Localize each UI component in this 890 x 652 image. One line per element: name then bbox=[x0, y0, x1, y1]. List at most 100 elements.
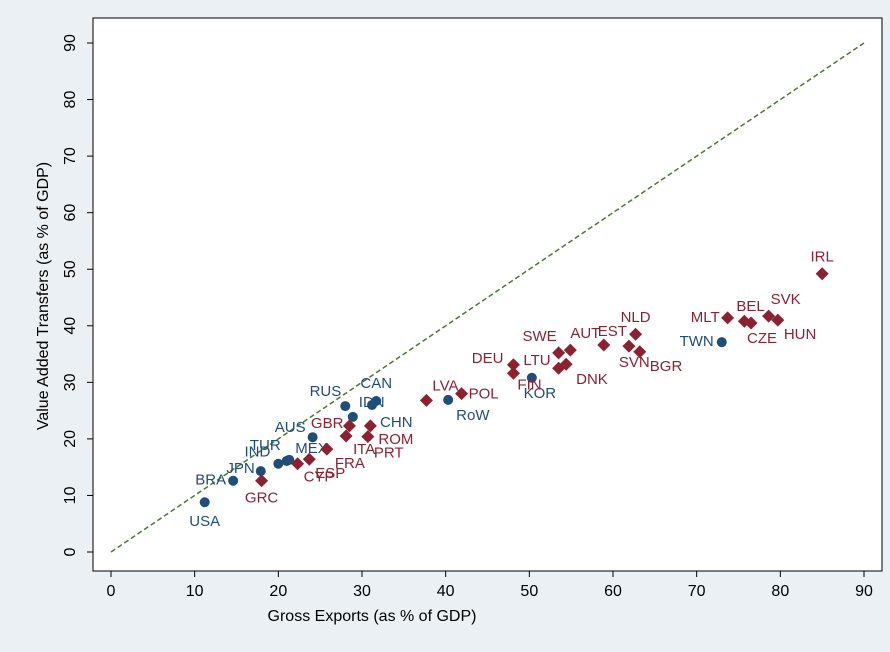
y-tick-label: 70 bbox=[62, 147, 79, 165]
point-label: AUS bbox=[275, 419, 306, 436]
point-label: CAN bbox=[360, 375, 392, 392]
point bbox=[744, 316, 758, 330]
point-label: LVA bbox=[432, 377, 458, 394]
point-label: RoW bbox=[456, 407, 490, 424]
point bbox=[228, 475, 239, 486]
x-tick-label: 50 bbox=[520, 583, 538, 600]
point bbox=[255, 466, 266, 477]
point-label: MLT bbox=[691, 309, 720, 326]
point-label: PRT bbox=[374, 445, 404, 462]
point bbox=[552, 346, 566, 360]
point bbox=[633, 345, 647, 359]
point bbox=[815, 267, 829, 281]
point-label: CHN bbox=[380, 414, 413, 431]
point-label: NLD bbox=[621, 309, 651, 326]
y-tick-label: 50 bbox=[62, 260, 79, 278]
point bbox=[371, 395, 382, 406]
x-tick-label: 70 bbox=[688, 583, 706, 600]
plot-area bbox=[92, 17, 883, 572]
point-label: HUN bbox=[784, 326, 817, 343]
x-tick-label: 10 bbox=[186, 583, 204, 600]
point-label: CZE bbox=[747, 330, 777, 347]
point-label: BGR bbox=[650, 358, 683, 375]
point bbox=[361, 430, 375, 444]
point-label: USA bbox=[189, 513, 220, 530]
point bbox=[320, 442, 334, 456]
point-label: POL bbox=[469, 386, 499, 403]
point bbox=[340, 401, 351, 412]
x-tick-label: 90 bbox=[855, 583, 873, 600]
point bbox=[563, 343, 577, 357]
y-tick-label: 20 bbox=[62, 430, 79, 448]
point-label: TUR bbox=[250, 437, 281, 454]
point-label: IND bbox=[244, 444, 270, 461]
point-label: CYP bbox=[304, 469, 335, 486]
point-label: IRL bbox=[810, 249, 833, 266]
point bbox=[455, 387, 469, 401]
point-label: LTU bbox=[523, 352, 550, 369]
y-tick-label: 0 bbox=[62, 547, 79, 556]
point-label: TWN bbox=[680, 333, 714, 350]
point bbox=[347, 411, 358, 422]
point-label: SVN bbox=[619, 354, 650, 371]
point bbox=[273, 458, 284, 469]
point bbox=[597, 338, 611, 352]
point-label: KOR bbox=[524, 385, 557, 402]
point-label: JPN bbox=[226, 460, 254, 477]
point-label: ROM bbox=[378, 431, 413, 448]
point-label: GRC bbox=[245, 490, 279, 507]
point-label: AUT bbox=[570, 325, 600, 342]
point-label: BEL bbox=[736, 298, 764, 315]
point bbox=[284, 454, 295, 465]
y-tick-label: 10 bbox=[62, 486, 79, 504]
y-tick-label: 40 bbox=[62, 317, 79, 335]
point bbox=[339, 429, 353, 443]
point bbox=[506, 358, 520, 372]
point-label: EST bbox=[598, 323, 627, 340]
point bbox=[363, 419, 377, 433]
y-tick-label: 90 bbox=[62, 34, 79, 52]
point bbox=[255, 474, 269, 488]
x-tick-label: 20 bbox=[269, 583, 287, 600]
y-tick-label: 60 bbox=[62, 204, 79, 222]
point-label: FIN bbox=[517, 376, 541, 393]
x-tick-label: 40 bbox=[437, 583, 455, 600]
point-label: RUS bbox=[310, 383, 342, 400]
y-axis-title: Value Added Transfers (as % of GDP) bbox=[35, 162, 52, 430]
y-tick-label: 80 bbox=[62, 91, 79, 109]
y-tick-label: 30 bbox=[62, 373, 79, 391]
point bbox=[199, 497, 210, 508]
point-label: DEU bbox=[472, 350, 504, 367]
point-label: SWE bbox=[522, 328, 556, 345]
point bbox=[419, 393, 433, 407]
x-tick-label: 60 bbox=[604, 583, 622, 600]
point bbox=[771, 313, 785, 327]
point bbox=[443, 394, 454, 405]
point bbox=[506, 366, 520, 380]
x-tick-label: 80 bbox=[771, 583, 789, 600]
point-label: DNK bbox=[576, 371, 608, 388]
x-tick-label: 0 bbox=[107, 583, 116, 600]
point-label: MEX bbox=[295, 440, 328, 457]
point bbox=[526, 372, 537, 383]
point bbox=[302, 452, 316, 466]
point bbox=[342, 419, 356, 433]
point-label: GBR bbox=[311, 415, 344, 432]
point-label: FRA bbox=[335, 455, 365, 472]
point bbox=[622, 339, 636, 353]
point-label: BRA bbox=[195, 472, 226, 489]
x-tick-label: 30 bbox=[353, 583, 371, 600]
x-axis-title: Gross Exports (as % of GDP) bbox=[268, 608, 477, 625]
point bbox=[762, 309, 776, 323]
point bbox=[559, 357, 573, 371]
point bbox=[307, 432, 318, 443]
point-label: SVK bbox=[771, 291, 801, 308]
point bbox=[721, 311, 735, 325]
point bbox=[291, 457, 305, 471]
point-label: ESP bbox=[315, 465, 345, 482]
point bbox=[629, 327, 643, 341]
point bbox=[716, 337, 727, 348]
point-label: ITA bbox=[353, 441, 375, 458]
